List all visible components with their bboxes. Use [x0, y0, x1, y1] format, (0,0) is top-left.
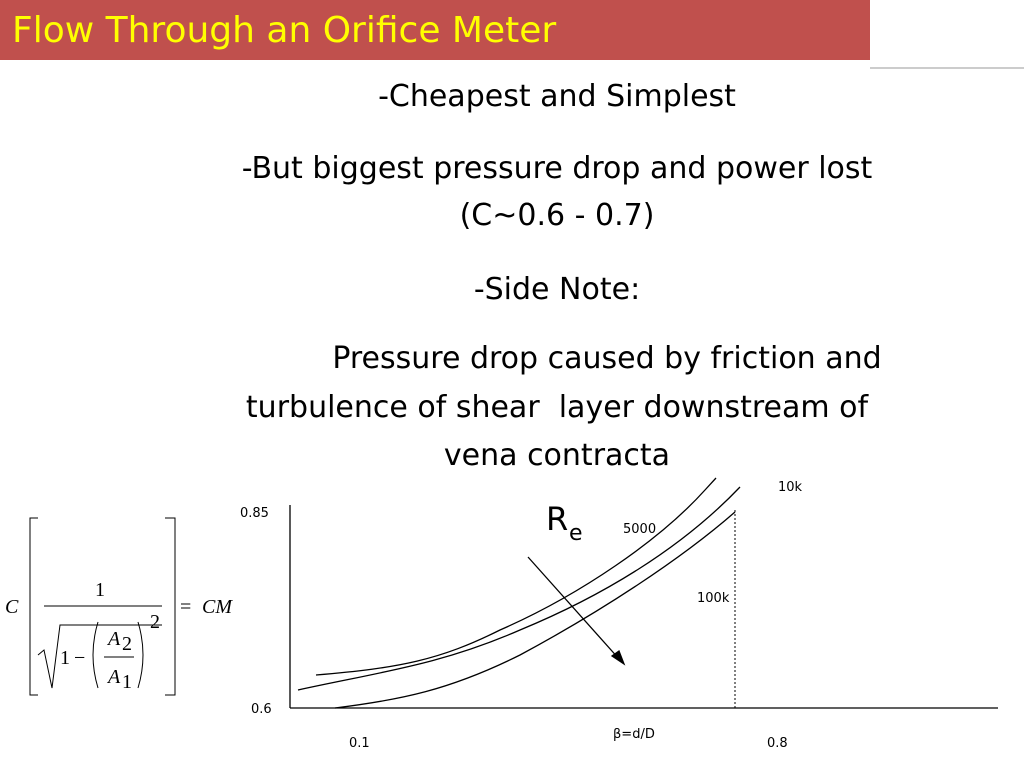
body-line: -But biggest pressure drop and power los…: [242, 151, 873, 186]
y-label: 0.85: [240, 506, 269, 521]
formula: [29, 517, 176, 696]
body-line: Pressure drop caused by friction and: [332, 341, 881, 376]
formula-text: C: [5, 596, 19, 618]
title-bar: [0, 0, 870, 60]
figure: [289, 477, 998, 709]
formula-text: 1: [60, 647, 70, 669]
formula-text: A: [106, 666, 121, 688]
paren: [137, 621, 144, 689]
paren: [92, 621, 99, 689]
curve: [297, 486, 741, 691]
formula-text: A: [106, 628, 121, 650]
x-label: 0.1: [349, 736, 370, 751]
arrow-head: [610, 649, 626, 666]
curve: [334, 511, 736, 709]
bracket: [29, 517, 38, 696]
body-line: -Side Note:: [474, 272, 640, 307]
formula-text: CM: [202, 596, 233, 618]
formula-text: 1: [95, 579, 105, 601]
curve-label: 5000: [623, 522, 656, 537]
formula-text: −: [74, 647, 85, 669]
curve: [315, 477, 717, 676]
title: Flow Through an Orifice Meter: [12, 10, 556, 51]
sqrt: [37, 624, 162, 689]
body-line: (C~0.6 - 0.7): [460, 198, 655, 233]
body-line: -Cheapest and Simplest: [378, 79, 736, 114]
formula-text: 1: [122, 671, 132, 693]
arrow: [527, 556, 621, 661]
curve-label: 100k: [697, 591, 730, 606]
x-axis-label: β=d/D: [613, 727, 655, 742]
formula-text: 2: [150, 611, 160, 633]
formula-text: 2: [122, 633, 132, 655]
re-label-sub: e: [569, 521, 583, 546]
body-line: vena contracta: [444, 438, 670, 473]
body-line: turbulence of shear layer downstream of: [246, 390, 870, 425]
bracket: [165, 517, 176, 696]
formula-text: =: [180, 596, 191, 618]
x-label: 0.8: [767, 736, 788, 751]
y-label: 0.6: [251, 702, 272, 717]
curve-label: 10k: [778, 480, 803, 495]
re-label: R: [546, 500, 568, 538]
